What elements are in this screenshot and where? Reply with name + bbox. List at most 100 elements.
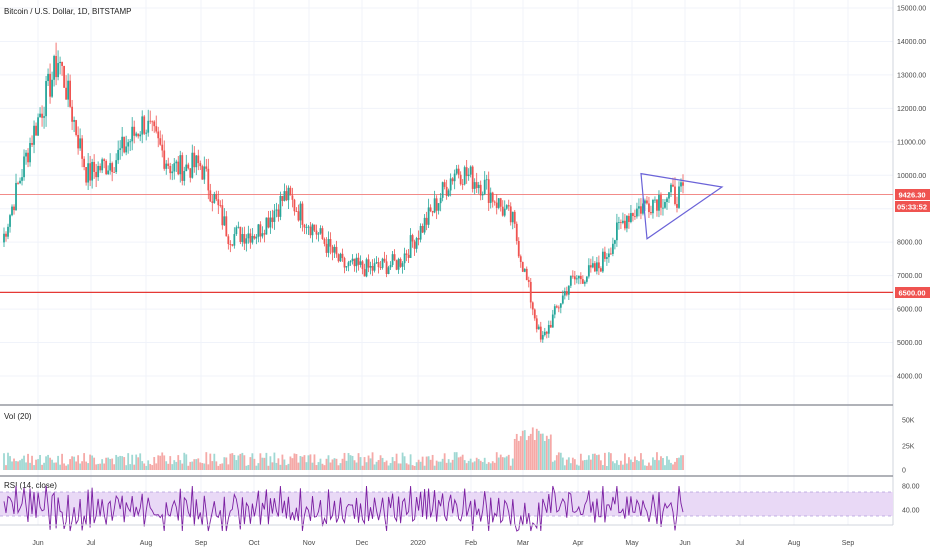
- candle-body: [335, 246, 338, 255]
- candle-body: [616, 222, 618, 241]
- candle-body: [5, 233, 7, 237]
- volume-tick-label: 25K: [902, 444, 915, 451]
- volume-bar: [47, 454, 49, 470]
- candle-body: [397, 258, 400, 270]
- candle-body: [305, 227, 308, 228]
- volume-bar: [171, 464, 174, 470]
- candle-body: [289, 187, 292, 196]
- candle-body: [99, 165, 102, 171]
- candle-body: [515, 223, 518, 242]
- volume-bar: [445, 462, 448, 470]
- candle-body: [545, 331, 548, 334]
- volume-bar: [463, 460, 466, 470]
- candle-body: [93, 161, 96, 172]
- candle-body: [279, 195, 282, 217]
- last-price-tag-bg: [895, 189, 930, 200]
- volume-bar: [311, 462, 314, 470]
- candle-body: [583, 281, 586, 284]
- volume-bar: [27, 453, 29, 470]
- volume-bar: [331, 459, 334, 470]
- volume-bar: [169, 456, 172, 470]
- symbol-title[interactable]: Bitcoin / U.S. Dollar, 1D, BITSTAMP: [4, 7, 131, 16]
- candle-body: [109, 163, 112, 171]
- volume-bar: [263, 457, 266, 470]
- candle-body: [53, 55, 55, 80]
- candle-body: [135, 133, 138, 136]
- candle-body: [648, 203, 650, 213]
- candle-body: [287, 187, 290, 201]
- volume-bar: [626, 463, 628, 470]
- triangle-outline[interactable]: [640, 172, 724, 240]
- volume-bar: [29, 462, 31, 470]
- candle-body: [581, 279, 584, 284]
- volume-bar: [561, 457, 564, 470]
- candle-body: [319, 228, 322, 234]
- time-axis: Jun Jul Aug Sep Oct Nov Dec 2020 Feb Mar Apr May Jun…: [32, 540, 854, 547]
- volume-bar: [371, 452, 374, 470]
- volume-bar: [491, 461, 494, 470]
- candle-body: [31, 143, 33, 145]
- volume-bar: [21, 458, 23, 470]
- volume-bar: [421, 456, 424, 470]
- volume-bar: [207, 464, 210, 470]
- candle-body: [383, 258, 386, 262]
- volume-bar: [191, 461, 194, 470]
- volume-bar: [337, 465, 340, 470]
- volume-bar: [55, 462, 57, 470]
- volume-bar: [343, 452, 346, 470]
- volume-bar: [387, 465, 390, 470]
- volume-bar: [559, 452, 562, 470]
- candle-body: [503, 208, 506, 216]
- volume-bar: [680, 455, 682, 470]
- candle-body: [401, 263, 404, 267]
- candle-body: [531, 302, 534, 310]
- volume-bar: [529, 433, 532, 470]
- candle-body: [15, 182, 17, 211]
- volume-bar: [325, 458, 328, 470]
- candle-body: [431, 211, 434, 213]
- candle-body: [257, 224, 260, 237]
- candle-body: [179, 155, 182, 175]
- volume-bar: [63, 463, 65, 470]
- volume-bar: [217, 465, 220, 470]
- volume-bar: [395, 453, 398, 470]
- candle-body: [626, 215, 628, 229]
- candle-body: [57, 63, 59, 78]
- volume-bar: [201, 463, 204, 470]
- volume-bar: [271, 462, 274, 470]
- volume-bar: [17, 461, 19, 470]
- volume-bar: [3, 453, 5, 470]
- volume-bar: [656, 452, 658, 470]
- candle-body: [624, 220, 626, 229]
- volume-bar: [197, 458, 200, 470]
- volume-bar: [131, 454, 134, 470]
- volume-bar: [369, 458, 372, 470]
- volume-bar: [13, 458, 15, 470]
- rsi-label[interactable]: RSI (14, close): [4, 481, 57, 490]
- price-tick-label: 15000.00: [897, 6, 926, 13]
- volume-bar: [355, 462, 358, 470]
- candle-body: [505, 205, 508, 209]
- volume-bar: [125, 465, 128, 470]
- volume-bar: [289, 456, 292, 470]
- volume-bar: [547, 438, 550, 470]
- candle-body: [163, 150, 166, 169]
- candle-body: [369, 265, 372, 268]
- volume-bar: [628, 457, 630, 470]
- volume-bar: [433, 465, 436, 470]
- volume-bar: [155, 463, 158, 470]
- volume-bar: [437, 461, 440, 470]
- triangle-pattern[interactable]: [640, 172, 724, 240]
- candle-body: [121, 136, 124, 149]
- candle-body: [97, 165, 100, 178]
- candle-body: [199, 163, 202, 167]
- candle-body: [389, 264, 392, 268]
- volume-bar: [81, 461, 84, 470]
- candle-body: [115, 160, 118, 173]
- candle-body: [632, 213, 634, 217]
- volume-label[interactable]: Vol (20): [4, 412, 32, 421]
- volume-bar: [389, 463, 392, 470]
- candle-body: [171, 171, 174, 174]
- candle-body: [361, 261, 364, 270]
